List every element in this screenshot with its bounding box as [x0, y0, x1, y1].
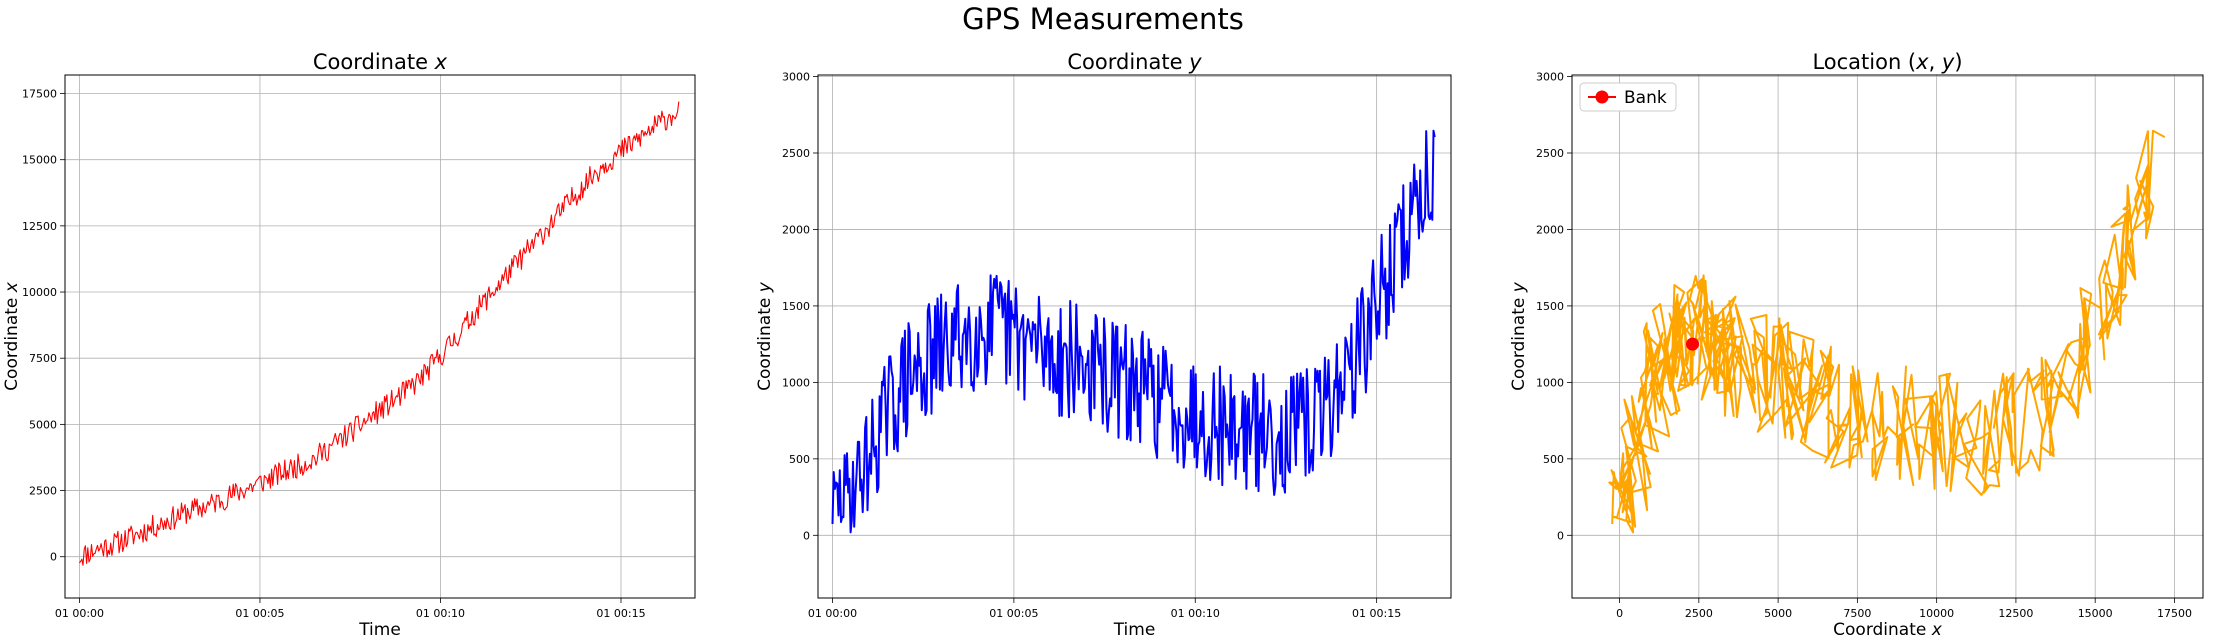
subplot-1: 01 00:00 01 00:05 01 00:10 01 00:15 0 2500 500…: [2, 50, 696, 640]
y-tick-label: 2000: [782, 223, 810, 236]
x-tick-label: 7500: [1843, 607, 1871, 620]
y-axis-label: Coordinate x: [2, 281, 22, 391]
legend: Bank: [1579, 82, 1677, 112]
subplot-3: 0 2500 5000 7500 10000 12500 15000 17500 0 500 100…: [1509, 50, 2204, 640]
y-tick-label: 500: [1543, 453, 1564, 466]
x-tick-label: 5000: [1764, 607, 1792, 620]
y-tick-label: 1000: [782, 376, 810, 389]
bank-marker: [1685, 337, 1699, 351]
x-tick-label: 01 00:15: [596, 607, 645, 620]
y-tick-label: 0: [50, 551, 57, 564]
y-tick-label: 0: [1557, 529, 1564, 542]
y-tick-label: 12500: [22, 220, 57, 233]
y-tick-label: 3000: [1536, 71, 1564, 84]
y-tick-label: 5000: [29, 418, 57, 431]
x-tick-label: 15000: [2078, 607, 2113, 620]
subplot-title: Coordinate x: [313, 50, 448, 74]
x-tick-label: 0: [1616, 607, 1623, 620]
x-tick-label: 01 00:00: [55, 607, 104, 620]
x-tick-label: 01 00:05: [989, 607, 1038, 620]
y-tick-label: 1000: [1536, 376, 1564, 389]
x-axis-label: Time: [1113, 620, 1156, 640]
y-tick-label: 3000: [782, 71, 810, 84]
subplot-title: Location (x, y): [1812, 50, 1962, 74]
y-tick-label: 15000: [22, 154, 57, 167]
y-tick-label: 7500: [29, 352, 57, 365]
x-tick-label: 01 00:10: [1171, 607, 1220, 620]
x-tick-label: 12500: [1998, 607, 2033, 620]
y-tick-label: 17500: [22, 88, 57, 101]
subplot-title: Coordinate y: [1067, 50, 1202, 74]
y-axis-label: Coordinate y: [1509, 281, 1529, 391]
y-tick-label: 10000: [22, 286, 57, 299]
legend-label: Bank: [1624, 88, 1667, 108]
y-tick-label: 1500: [782, 300, 810, 313]
subplot-2: 01 00:00 01 00:05 01 00:10 01 00:15 0 500 1000…: [755, 50, 1452, 640]
x-tick-label: 17500: [2157, 607, 2192, 620]
x-tick-label: 01 00:15: [1352, 607, 1401, 620]
legend-marker: [1595, 90, 1609, 104]
subplots: 01 00:00 01 00:05 01 00:10 01 00:15 0 2500 500…: [2, 50, 2204, 640]
x-tick-label: 2500: [1685, 607, 1713, 620]
y-tick-label: 2500: [1536, 147, 1564, 160]
plot-frame: [64, 74, 696, 599]
y-tick-label: 2500: [782, 147, 810, 160]
series-line-coordinate-x: [78, 101, 680, 566]
x-tick-label: 01 00:05: [235, 607, 284, 620]
legend-box: [1579, 82, 1677, 112]
y-axis-label: Coordinate y: [755, 281, 775, 391]
x-tick-label: 01 00:10: [416, 607, 465, 620]
x-tick-label: 10000: [1919, 607, 1954, 620]
x-axis-label: Time: [358, 620, 401, 640]
series-line-location: [1608, 129, 2166, 534]
y-tick-label: 1500: [1536, 300, 1564, 313]
series-line-coordinate-y: [831, 129, 1436, 534]
y-tick-label: 2000: [1536, 223, 1564, 236]
plot-frame: [1571, 74, 2204, 599]
x-tick-label: 01 00:00: [808, 607, 857, 620]
y-tick-label: 0: [803, 529, 810, 542]
y-tick-label: 500: [789, 453, 810, 466]
figure-title: GPS Measurements: [962, 2, 1244, 36]
y-tick-label: 2500: [29, 485, 57, 498]
x-axis-label: Coordinate x: [1833, 620, 1943, 640]
plot-frame: [817, 74, 1452, 599]
